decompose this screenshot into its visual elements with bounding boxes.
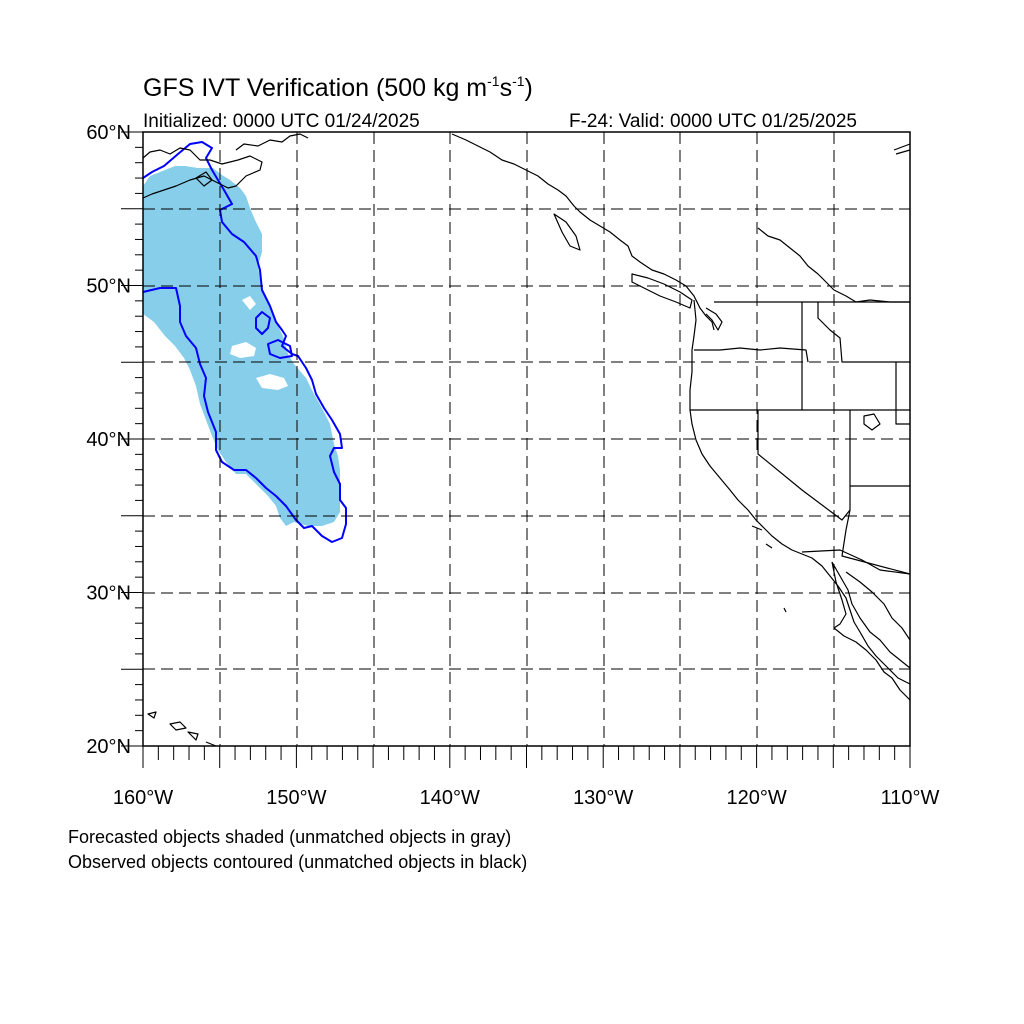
pacific-northwest-coast [451, 133, 715, 331]
vancouver-island [631, 273, 693, 309]
forecast-gap [242, 296, 256, 310]
west-coast-us [689, 299, 911, 685]
lat-label: 40°N [86, 429, 131, 451]
map-caption: Forecasted objects shaded (unmatched obj… [68, 825, 527, 875]
kodiak-island [195, 171, 213, 187]
state-border-az [841, 485, 911, 575]
caption-forecast: Forecasted objects shaded (unmatched obj… [68, 827, 512, 847]
initialized-label: Initialized: 0000 UTC 01/24/2025 [143, 111, 420, 132]
caption-observed: Observed objects contoured (unmatched ob… [68, 852, 528, 872]
puget-sound [705, 307, 723, 331]
lat-label: 20°N [86, 736, 131, 758]
state-border-ut [895, 362, 910, 425]
east-coast-ak [893, 143, 911, 155]
page-title: GFS IVT Verification (500 kg m-1s-1) [143, 73, 533, 102]
alaska-coast [142, 147, 263, 199]
valid-time-label: F-24: Valid: 0000 UTC 01/25/2025 [569, 111, 857, 132]
lon-label: 120°W [726, 787, 786, 809]
state-border-nv [757, 410, 851, 521]
forecast-gap [230, 342, 256, 358]
state-border-id [801, 302, 910, 410]
lon-label: 140°W [420, 787, 480, 809]
canada-interior [757, 227, 910, 303]
mexico-border [801, 549, 911, 575]
observed-contour-main [142, 141, 347, 543]
mexico-coast [845, 571, 911, 641]
lon-label: 130°W [573, 787, 633, 809]
coastlines-and-borders [142, 133, 911, 747]
observed-object-contours [142, 141, 347, 543]
state-border-wa-or [694, 347, 809, 363]
longitude-labels: 160°W 150°W 140°W 130°W 120°W 110°W [113, 787, 940, 809]
islands-bc [553, 213, 581, 251]
lat-label: 60°N [86, 122, 131, 144]
lon-label: 150°W [266, 787, 326, 809]
lon-label: 110°W [881, 787, 940, 809]
forecast-gap [256, 374, 288, 390]
baja-california [831, 561, 911, 701]
hawaii-islands [147, 711, 217, 747]
lat-label: 50°N [86, 276, 131, 298]
great-salt-lake [863, 413, 881, 431]
axis-ticks [121, 131, 911, 768]
alaska-inlet [235, 133, 309, 151]
observed-contour-inner [267, 339, 293, 359]
gridlines [143, 132, 910, 746]
latitude-labels: 60°N 50°N 40°N 30°N 20°N [86, 122, 131, 758]
observed-contour-inner [255, 311, 271, 335]
lon-label: 160°W [113, 787, 173, 809]
lat-label: 30°N [86, 583, 131, 605]
